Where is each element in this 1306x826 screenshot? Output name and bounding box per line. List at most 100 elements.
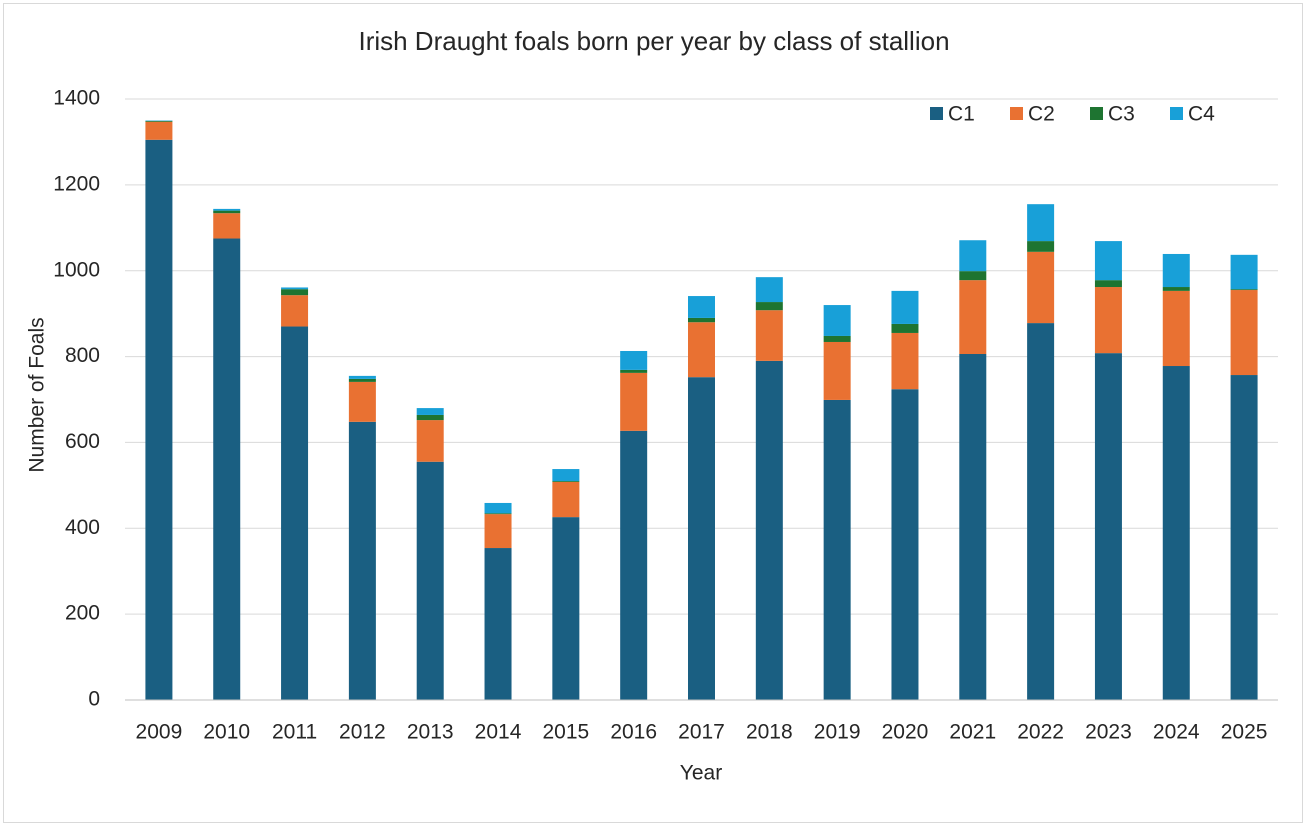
x-tick-label: 2010: [203, 721, 250, 744]
bar-segment: [688, 322, 715, 378]
bar-segment: [213, 210, 241, 214]
bar-segment: [891, 323, 919, 333]
y-axis-label: Number of Foals: [26, 317, 49, 472]
x-tick-label: 2016: [610, 721, 657, 744]
y-tick-label: 200: [65, 602, 100, 625]
bar-segment: [959, 271, 987, 281]
bar-segment: [552, 481, 580, 518]
bar-segment: [348, 421, 376, 700]
x-tick-label: 2009: [136, 721, 183, 744]
bar-segment: [416, 420, 444, 462]
bar-segment: [1094, 280, 1122, 288]
bar-segment: [1230, 290, 1258, 376]
y-tick-label: 600: [65, 430, 100, 453]
x-tick-label: 2012: [339, 721, 386, 744]
bar-segment: [688, 317, 715, 323]
x-tick-label: 2022: [1017, 721, 1064, 744]
bar-segment: [688, 296, 715, 318]
legend-label: C1: [948, 103, 975, 126]
y-tick-label: 400: [65, 516, 100, 539]
bar-segment: [823, 399, 851, 700]
y-tick-label: 1000: [53, 258, 100, 281]
bar-segment: [620, 350, 648, 370]
x-tick-label: 2020: [882, 721, 929, 744]
bar-segment: [348, 375, 376, 379]
bar-segment: [145, 139, 173, 700]
y-tick-label: 1200: [53, 172, 100, 195]
bar-segment: [1162, 290, 1190, 367]
x-tick-label: 2019: [814, 721, 861, 744]
bar-segment: [552, 517, 580, 700]
bar-segment: [823, 341, 851, 400]
bar-segment: [145, 120, 173, 122]
bar-segment: [484, 502, 512, 514]
bar-segment: [213, 208, 241, 211]
bar-segment: [552, 481, 580, 482]
bar-segment: [755, 310, 783, 361]
x-tick-label: 2014: [475, 721, 522, 744]
x-axis-label: Year: [680, 762, 722, 785]
bar-segment: [484, 548, 512, 700]
y-tick-label: 800: [65, 344, 100, 367]
bar-segment: [1094, 353, 1122, 700]
legend-swatch: [1010, 107, 1023, 120]
bar-segment: [281, 287, 309, 290]
y-tick-label: 1400: [53, 87, 100, 110]
legend-label: C4: [1188, 103, 1215, 126]
bar-segment: [1027, 204, 1055, 242]
bar-segment: [348, 381, 376, 422]
bar-segment: [281, 326, 309, 700]
bar-segment: [755, 277, 783, 303]
bar-segment: [620, 372, 648, 431]
chart-title: Irish Draught foals born per year by cla…: [358, 26, 949, 56]
bar-segment: [620, 430, 648, 700]
bar-segment: [823, 305, 851, 336]
bar-segment: [891, 290, 919, 324]
bar-segment: [891, 389, 919, 700]
x-tick-label: 2021: [949, 721, 996, 744]
bar-segment: [1094, 241, 1122, 281]
bar-segment: [1094, 287, 1122, 354]
bar-segment: [145, 121, 173, 140]
x-tick-label: 2025: [1221, 721, 1268, 744]
bar-segment: [416, 408, 444, 415]
bar-segment: [1230, 254, 1258, 290]
x-tick-label: 2011: [272, 721, 317, 744]
x-tick-label: 2023: [1085, 721, 1132, 744]
x-tick-label: 2018: [746, 721, 793, 744]
bar-segment: [1162, 366, 1190, 700]
x-tick-label: 2024: [1153, 721, 1200, 744]
bar-segment: [959, 280, 987, 354]
bar-segment: [552, 469, 580, 482]
x-tick-label: 2013: [407, 721, 454, 744]
bar-segment: [755, 302, 783, 311]
bar-segment: [959, 353, 987, 700]
bar-segment: [484, 513, 512, 515]
bar-segment: [1162, 253, 1190, 288]
bar-segment: [348, 378, 376, 382]
bar-segment: [1027, 241, 1055, 252]
bar-segment: [484, 514, 512, 549]
bar-segment: [1230, 289, 1258, 291]
bar-segment: [213, 213, 241, 239]
bar-segment: [823, 335, 851, 342]
bar-segment: [281, 289, 309, 296]
bar-segment: [281, 295, 309, 327]
y-tick-label: 0: [88, 688, 100, 711]
bar-segment: [416, 461, 444, 700]
bar-segment: [213, 238, 241, 700]
bar-segment: [1027, 323, 1055, 700]
legend-label: C3: [1108, 103, 1135, 126]
bar-segment: [620, 369, 648, 373]
legend-swatch: [1090, 107, 1103, 120]
bar-segment: [755, 360, 783, 700]
bar-segment: [1162, 287, 1190, 291]
bar-segment: [1230, 375, 1258, 700]
bar-segment: [1027, 251, 1055, 324]
bar-segment: [688, 377, 715, 700]
bar-segment: [959, 240, 987, 272]
x-tick-label: 2017: [678, 721, 725, 744]
legend-swatch: [1170, 107, 1183, 120]
